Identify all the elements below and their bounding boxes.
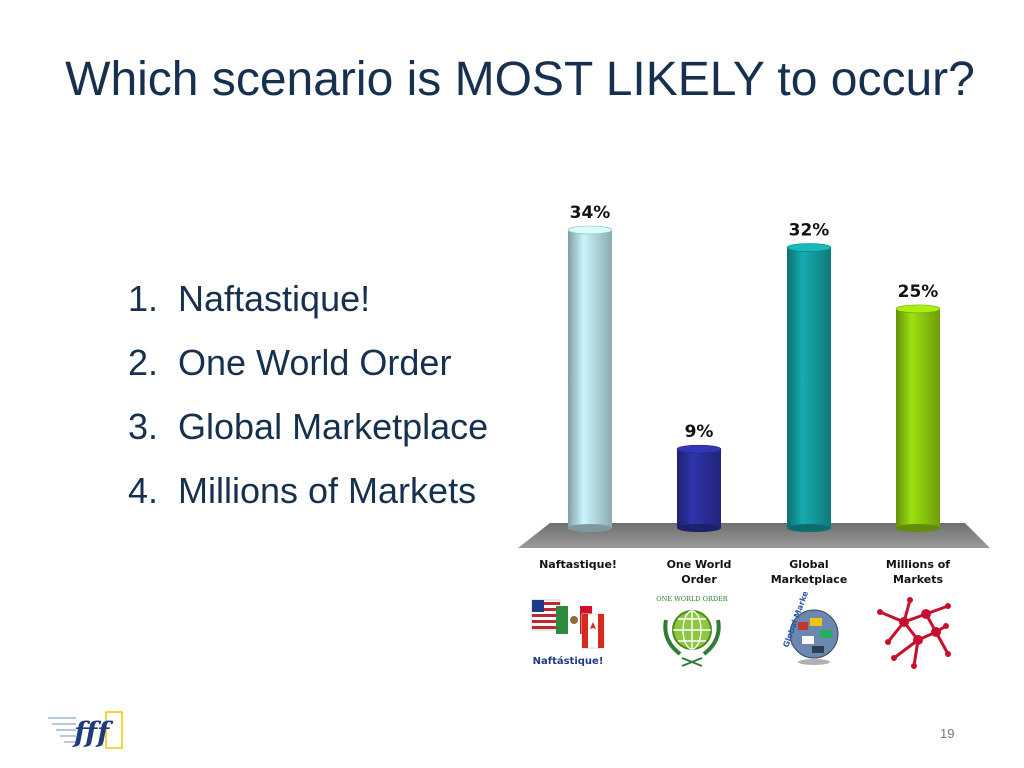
bar-base [677,524,721,532]
one-world-order-seal-image: ONE WORLD ORDER [656,595,729,667]
bar-millions-of-markets [895,304,941,532]
bar-global-marketplace [786,243,832,532]
fff-logo: fff [48,711,123,749]
one-world-order-seal-text: ONE WORLD ORDER [656,595,729,603]
category-label: Order [681,573,717,586]
value-label: 32% [789,221,830,241]
bar-top [567,225,613,235]
category-label: Millions of [886,558,950,571]
bar-body [677,449,721,528]
answer-option: 1. Naftastique! [128,276,508,322]
bar-base [568,524,612,532]
option-number: 4. [128,470,159,511]
bar-top [895,304,941,314]
answer-option: 2. One World Order [128,340,508,386]
category-label: Marketplace [771,573,848,586]
poll-results-bar-chart: 34% Naftastique! 9% One World Order 32% Global… [518,203,990,586]
option-number: 1. [128,278,159,319]
bar-one-world-order [676,444,722,532]
bar-body [787,247,831,528]
answer-option: 4. Millions of Markets [128,468,508,514]
fff-logo-text: fff [72,716,114,749]
value-label: 34% [570,203,611,223]
bar-body [568,230,612,528]
bar-base [787,524,831,532]
option-label: One World Order [178,342,452,383]
option-label: Millions of Markets [178,470,477,511]
category-label: Naftastique! [539,558,617,571]
option-number: 2. [128,342,159,383]
chart-floor [518,523,990,548]
option-label: Naftastique! [178,278,371,319]
option-number: 3. [128,406,159,447]
category-label: Markets [893,573,944,586]
value-label: 9% [685,422,714,442]
option-label: Global Marketplace [178,406,489,447]
millions-of-markets-network-image [877,597,951,669]
value-label: 25% [898,282,939,302]
naftastique-logo-text: Naftástique! [533,655,604,667]
bar-body [896,308,940,528]
bar-base [896,524,940,532]
category-label: One World [667,558,732,571]
naftastique-flags-image: Naftástique! [531,599,605,667]
bar-top [676,444,722,454]
slide-title: Which scenario is MOST LIKELY to occur? [65,53,975,106]
bar-naftastique [567,225,613,532]
bar-top [786,243,832,252]
category-label: Global [789,558,828,571]
global-marketplace-globe-image: Global Marketplace [781,592,839,665]
page-number: 19 [940,726,955,741]
answer-option: 3. Global Marketplace [128,404,508,450]
answer-options-list: 1. Naftastique! 2. One World Order 3. Globa… [128,276,508,532]
